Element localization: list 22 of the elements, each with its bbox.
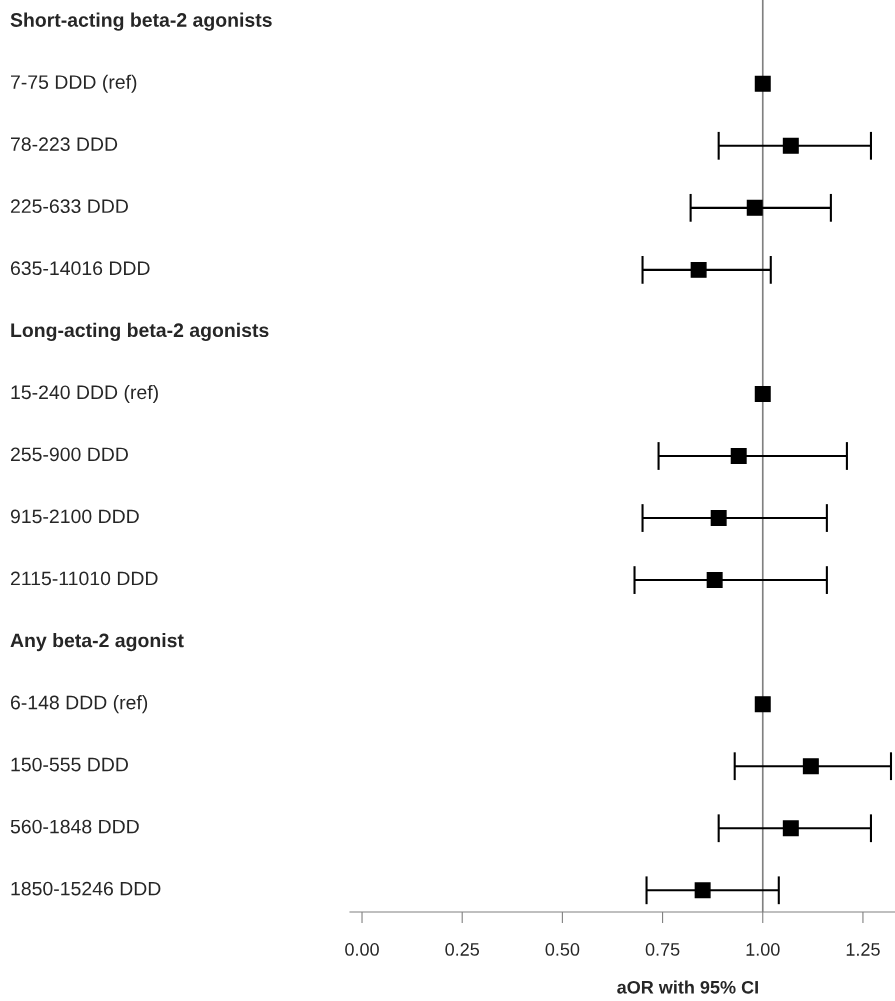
y-tick-label: Short-acting beta-2 agonists [10,12,272,31]
x-tick-label: 0.50 [545,943,580,956]
y-tick-label: 7-75 DDD (ref) [11,74,137,93]
y-tick-label: 915-2100 DDD [10,509,139,524]
x-tick-label: 0.00 [345,943,379,956]
y-tick-label: 78-223 DDD [11,137,118,152]
y-tick-label: 635-14016 DDD [10,261,150,276]
y-tick-label: 1850-15246 DDD [11,881,161,896]
x-tick-label: 0.75 [645,943,680,956]
y-tick-label: 225-633 DDD [10,199,128,214]
x-tick-label: 0.25 [445,943,480,956]
y-tick-label: 150-555 DDD [11,757,128,772]
y-tick-label: 560-1848 DDD [10,819,139,834]
y-tick-label: 15-240 DDD (ref) [11,384,158,404]
y-tick-label: Long-acting beta-2 agonists [11,322,269,342]
y-tick-label: 255-900 DDD [10,447,128,462]
y-tick-label: Any beta-2 agonist [10,633,184,652]
x-tick-label: 1.25 [846,943,880,956]
y-tick-label: 6-148 DDD (ref) [10,695,148,714]
y-tick-label: 2115-11010 DDD [10,571,158,586]
x-tick-label: 1.00 [746,943,780,956]
x-axis-title: aOR with 95% CI [617,980,758,994]
